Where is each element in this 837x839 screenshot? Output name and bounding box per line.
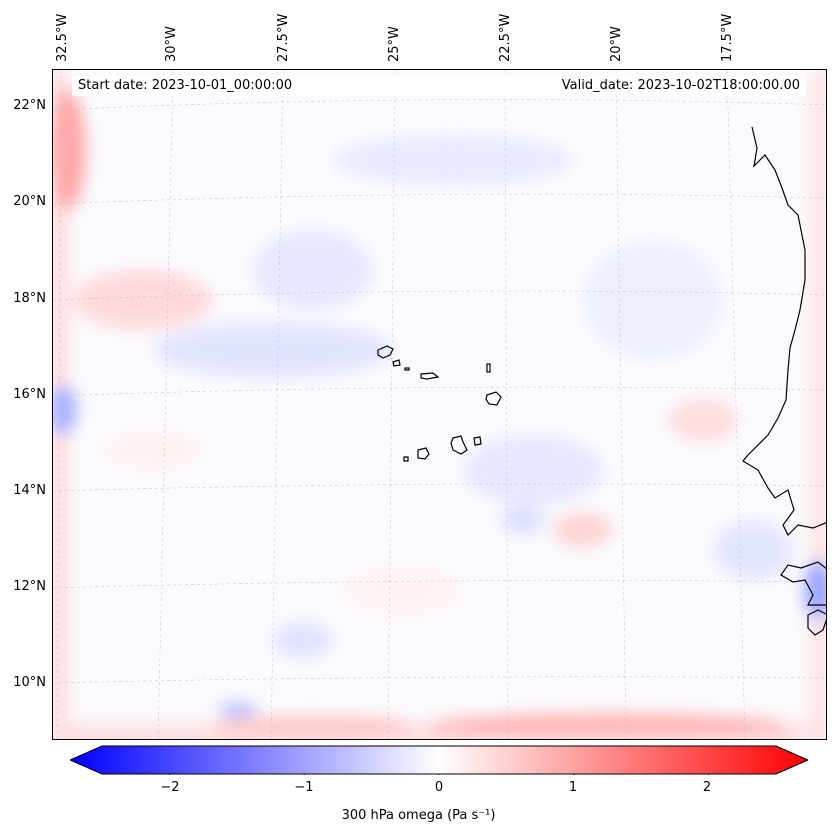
lat-tick-label: 22°N — [13, 98, 46, 113]
lat-tick-label: 18°N — [13, 291, 46, 306]
colorbar — [68, 745, 810, 778]
lon-tick-label: 17.5°W — [720, 13, 735, 62]
colorbar-tick-label: 0 — [434, 780, 444, 795]
colorbar-svg — [68, 745, 810, 778]
lat-tick-label: 16°N — [13, 387, 46, 402]
cape-verde-islands — [377, 345, 502, 462]
colorbar-tick-label: −2 — [160, 780, 180, 795]
colorbar-tick-label: 1 — [568, 780, 578, 795]
valid-date-label: Valid_date: 2023-10-02T18:00:00.00 — [561, 78, 800, 93]
lat-tick-label: 20°N — [13, 194, 46, 209]
start-date-label: Start date: 2023-10-01_00:00:00 — [78, 78, 293, 93]
colorbar-tick-label: 2 — [702, 780, 712, 795]
omega-field-map — [53, 70, 826, 739]
graticule — [53, 70, 826, 739]
omega-field — [53, 70, 826, 739]
colorbar-tick-label: −1 — [294, 780, 314, 795]
lat-tick-label: 10°N — [13, 675, 46, 690]
west-africa-coastline — [742, 126, 826, 606]
lon-tick-label: 30°W — [164, 26, 179, 62]
map-panel — [52, 69, 827, 740]
lon-tick-label: 22.5°W — [498, 13, 513, 62]
colorbar-title: 300 hPa omega (Pa s⁻¹) — [341, 808, 496, 823]
lon-tick-label: 32.5°W — [55, 13, 70, 62]
lat-tick-label: 12°N — [13, 579, 46, 594]
lon-tick-label: 27.5°W — [276, 13, 291, 62]
lat-tick-label: 14°N — [13, 483, 46, 498]
bissagos-islands — [807, 609, 826, 636]
lon-tick-label: 25°W — [387, 26, 402, 62]
date-info-bar: Start date: 2023-10-01_00:00:00 Valid_da… — [72, 76, 806, 96]
lon-tick-label: 20°W — [609, 26, 624, 62]
